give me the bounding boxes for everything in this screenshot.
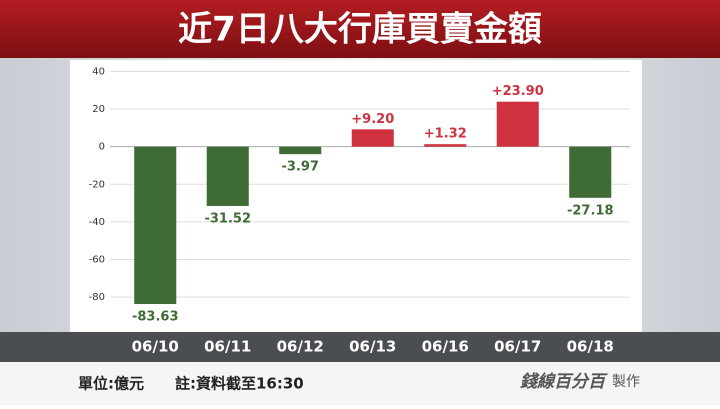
bar — [279, 146, 322, 155]
y-tick-label: -60 — [89, 255, 105, 266]
bar — [206, 146, 249, 206]
title-band — [0, 0, 720, 58]
value-label: +1.32 — [424, 127, 467, 142]
unit-note: 單位:億元 — [78, 375, 144, 393]
value-label: +9.20 — [351, 112, 394, 127]
bar — [569, 146, 612, 198]
y-tick-label: -80 — [89, 292, 105, 303]
x-tick-label: 06/11 — [204, 338, 251, 356]
x-tick-label: 06/18 — [567, 338, 614, 356]
x-tick-label: 06/13 — [349, 338, 396, 356]
x-tick-label: 06/12 — [277, 338, 324, 356]
logo-suffix: 製作 — [612, 374, 640, 390]
chart-title: 近7日八大行庫買賣金額 — [178, 10, 542, 50]
bar — [134, 146, 177, 305]
x-tick-label: 06/10 — [132, 338, 179, 356]
bar — [424, 144, 467, 147]
y-tick-label: 40 — [92, 66, 105, 77]
y-tick-label: -20 — [89, 179, 105, 190]
value-label: -3.97 — [282, 160, 319, 175]
time-note: 註:資料截至16:30 — [175, 375, 304, 393]
category-band — [0, 332, 720, 362]
x-tick-label: 06/17 — [494, 338, 541, 356]
footer-band — [0, 362, 720, 405]
value-label: -31.52 — [204, 211, 251, 226]
value-label: -83.63 — [132, 310, 179, 325]
value-label: +23.90 — [492, 84, 544, 99]
bar — [351, 129, 394, 147]
value-label: -27.18 — [567, 203, 614, 218]
y-tick-label: 0 — [99, 142, 105, 153]
y-tick-label: -40 — [89, 217, 105, 228]
bar — [496, 101, 539, 147]
y-tick-label: 20 — [92, 104, 105, 115]
logo: 錢線百分百 — [520, 372, 608, 392]
x-tick-label: 06/16 — [422, 338, 469, 356]
